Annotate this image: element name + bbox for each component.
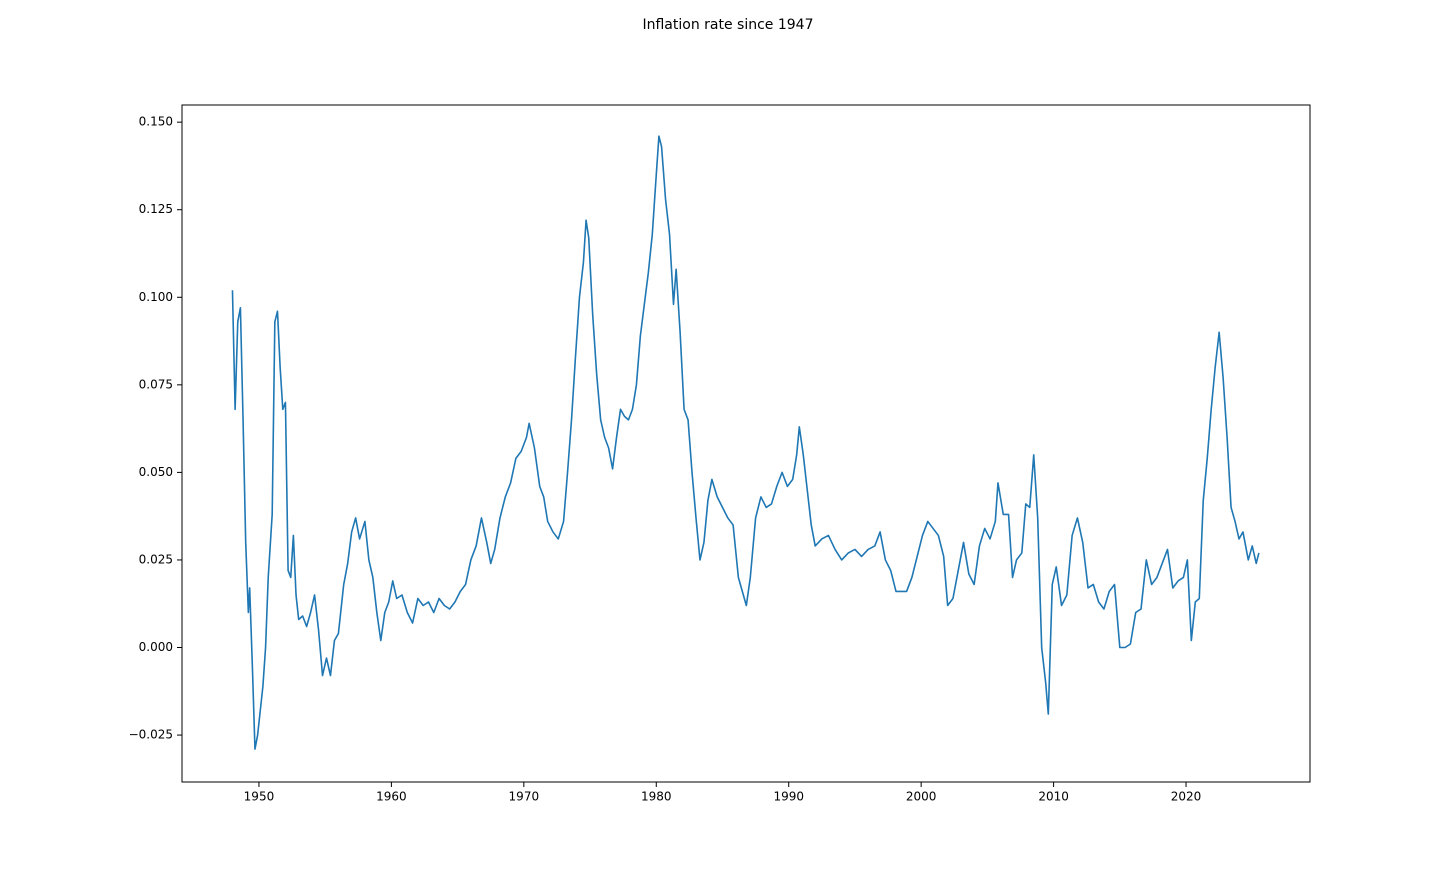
y-tick-label: 0.075 [139, 377, 173, 391]
x-tick-label: 2020 [1171, 790, 1202, 804]
y-tick-label: 0.150 [139, 115, 173, 129]
x-tick-label: 1970 [509, 790, 540, 804]
y-tick-label: 0.025 [139, 552, 173, 566]
x-tick-label: 2010 [1038, 790, 1069, 804]
x-tick-label: 1950 [244, 790, 275, 804]
x-tick-label: 2000 [906, 790, 937, 804]
chart-title: Inflation rate since 1947 [642, 17, 813, 33]
x-tick-label: 1990 [773, 790, 804, 804]
y-tick-label: 0.100 [139, 290, 173, 304]
y-tick-label: 0.000 [139, 640, 173, 654]
y-tick-label: −0.025 [129, 728, 173, 742]
plot-frame [181, 104, 1311, 783]
x-tick-label: 1960 [376, 790, 407, 804]
y-tick-label: 0.125 [139, 202, 173, 216]
y-tick-label: 0.050 [139, 465, 173, 479]
x-tick-label: 1980 [641, 790, 672, 804]
data-line [231, 135, 1260, 750]
